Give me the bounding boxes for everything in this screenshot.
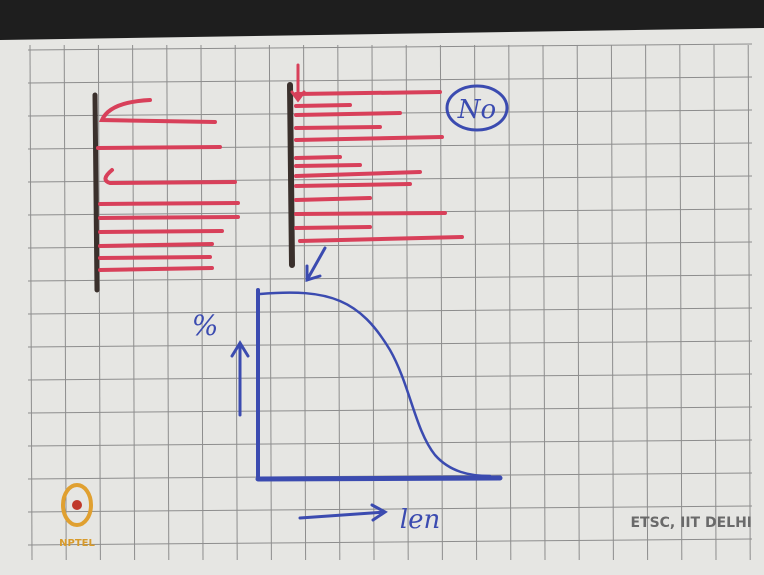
red-strokes <box>96 98 240 272</box>
y-arrow <box>230 340 250 417</box>
grid-line <box>337 44 341 561</box>
logo-text: NPTEL <box>59 538 95 549</box>
grid-line <box>542 44 546 561</box>
grid-line <box>27 274 753 282</box>
grid-line <box>27 373 753 381</box>
x-arrow <box>298 503 388 522</box>
grid-line <box>97 44 101 561</box>
logo-ring <box>61 483 93 527</box>
grid-line <box>27 307 753 315</box>
grid-line <box>747 44 751 561</box>
grid-line <box>679 44 683 561</box>
grid-line <box>27 76 753 84</box>
logo-center <box>72 500 82 510</box>
grid-line <box>27 538 753 546</box>
grid-line <box>132 44 136 561</box>
grid-line <box>200 44 204 561</box>
x-axis-label: len <box>400 505 440 535</box>
watermark: ETSC, IIT DELHI <box>630 515 752 531</box>
grid-line <box>303 44 307 561</box>
red-strokes <box>294 90 464 243</box>
grid-line <box>268 44 272 561</box>
black-line <box>92 92 100 293</box>
grid-line <box>439 44 443 561</box>
paper <box>0 28 764 575</box>
circled-word: No <box>457 95 496 125</box>
grid-line <box>27 43 753 51</box>
grid-line <box>166 44 170 561</box>
black-line <box>287 82 295 268</box>
grid-line <box>27 439 753 447</box>
curve <box>258 291 492 478</box>
logo: NPTEL <box>59 483 95 549</box>
blue-arrow <box>305 246 327 283</box>
graph <box>230 288 503 522</box>
left-sketch <box>92 92 240 293</box>
circle <box>445 84 509 132</box>
grid-line <box>405 44 409 561</box>
y-axis-symbol: % <box>192 309 219 342</box>
grid-line <box>27 406 753 414</box>
grid-line <box>234 44 238 561</box>
grid-line <box>63 44 67 561</box>
grid-line <box>713 44 717 561</box>
right-sketch <box>287 63 464 283</box>
grid-line <box>371 44 375 561</box>
grid-line <box>27 505 753 513</box>
x-axis <box>255 475 503 482</box>
grid <box>27 43 753 561</box>
grid-line <box>29 44 33 561</box>
grid-line <box>27 340 753 348</box>
grid-line <box>508 44 512 561</box>
